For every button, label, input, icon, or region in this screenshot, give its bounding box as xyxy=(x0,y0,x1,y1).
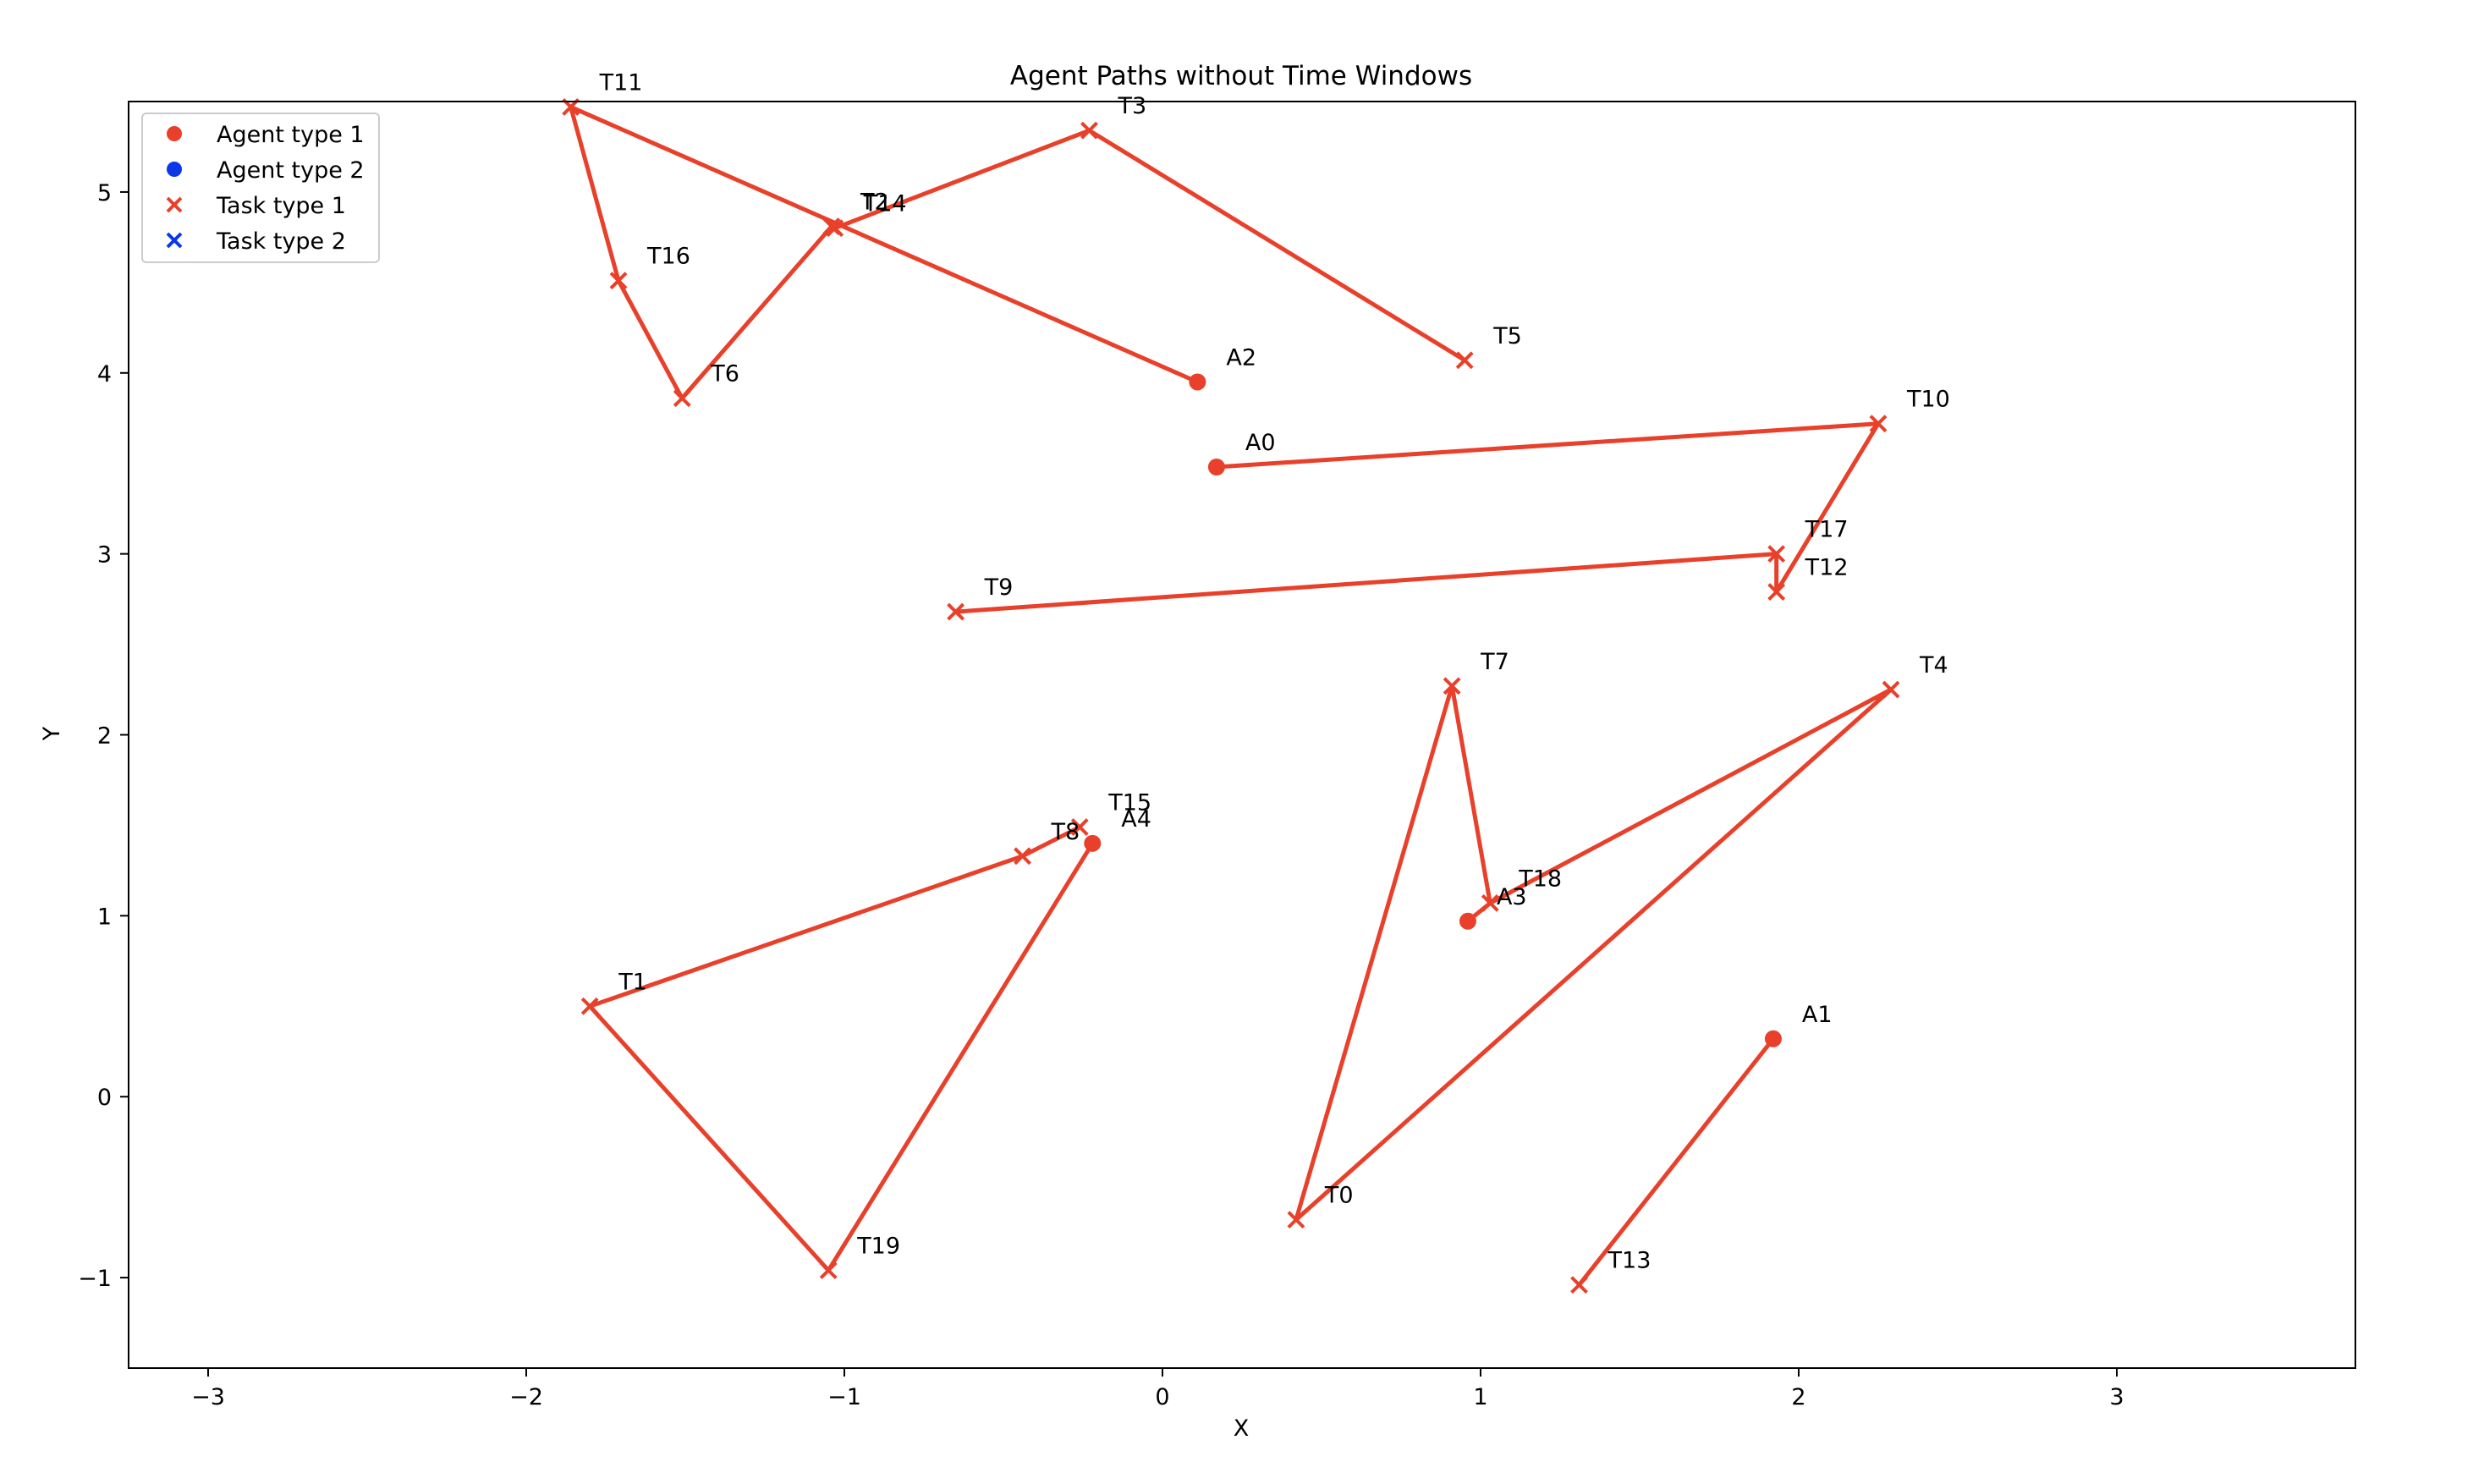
agent-marker-a0 xyxy=(1207,458,1225,475)
task-label-t13: T13 xyxy=(1607,1248,1651,1274)
x-axis-label: X xyxy=(1234,1415,1250,1442)
legend-entry-2: Agent type 2 xyxy=(217,157,365,184)
task-marker-t5 xyxy=(1455,351,1474,370)
legend-frame xyxy=(141,113,380,263)
y-tick-label: 1 xyxy=(97,904,112,930)
x-tick-label: −3 xyxy=(191,1384,225,1410)
task-label-t3: T3 xyxy=(1118,93,1147,119)
chart-title: Agent Paths without Time Windows xyxy=(1010,61,1472,91)
task-marker-t13 xyxy=(1570,1276,1588,1294)
task-marker-t18 xyxy=(1481,893,1499,912)
task-label-t5: T5 xyxy=(1492,323,1522,349)
task-marker-t3 xyxy=(1080,121,1098,140)
task-marker-t17 xyxy=(1767,545,1786,563)
agent-marker-a3 xyxy=(1459,912,1476,930)
legend-marker-4 xyxy=(166,232,183,249)
task-marker-t6 xyxy=(673,389,691,408)
legend-marker-3 xyxy=(166,196,183,213)
task-label-t12: T12 xyxy=(1805,555,1849,581)
task-marker-t19 xyxy=(819,1261,838,1279)
axes-layer: −3 −2 −1 0 1 2 3 −1 0 1 2 3 4 5 xyxy=(78,101,2356,1410)
x-tick-label: −2 xyxy=(509,1384,543,1410)
task-marker-t1 xyxy=(580,997,599,1015)
task-label-t7: T7 xyxy=(1480,649,1509,675)
legend-marker-1 xyxy=(167,126,182,141)
task-marker-t15 xyxy=(1070,818,1089,836)
markers-layer xyxy=(562,98,1900,1294)
legend-entry-4: Task type 2 xyxy=(216,228,346,255)
agent-marker-a4 xyxy=(1084,834,1102,852)
task-label-t6: T6 xyxy=(710,361,739,387)
agent-label-a2: A2 xyxy=(1226,344,1256,371)
plot-background xyxy=(129,102,2355,1368)
labels-layer: T0 T1 T2 T3 T4 T5 T6 T7 T8 T9 T10 T11 T12 T13 T14 T15 T1… xyxy=(599,69,1950,1273)
y-tick-label: 0 xyxy=(97,1085,112,1111)
legend: Agent type 1 Agent type 2 Task type 1 Task … xyxy=(141,113,380,263)
y-tick-label: 5 xyxy=(97,180,112,206)
path-a2 xyxy=(569,104,1466,401)
task-label-t15: T15 xyxy=(1107,790,1151,816)
agent-label-a3: A3 xyxy=(1497,884,1527,910)
task-label-t16: T16 xyxy=(646,244,690,270)
task-label-t9: T9 xyxy=(984,574,1014,601)
agent-marker-a2 xyxy=(1189,373,1206,391)
task-marker-t10 xyxy=(1869,415,1888,433)
x-tick-label: 1 xyxy=(1473,1384,1487,1410)
legend-marker-2 xyxy=(167,162,182,177)
task-label-t18: T18 xyxy=(1518,866,1562,892)
y-tick-label: −1 xyxy=(78,1266,112,1292)
task-marker-t16 xyxy=(609,272,628,290)
y-tick-label: 4 xyxy=(97,361,112,387)
legend-entry-3: Task type 1 xyxy=(216,193,346,219)
task-label-t14: T14 xyxy=(863,191,907,217)
task-marker-t12 xyxy=(1767,583,1786,601)
task-label-t10: T10 xyxy=(1906,387,1950,413)
task-label-t2: T2 xyxy=(860,190,889,216)
x-tick-label: −1 xyxy=(827,1384,861,1410)
y-tick-label: 3 xyxy=(97,542,112,569)
agent-label-a4: A4 xyxy=(1121,806,1151,833)
task-label-t1: T1 xyxy=(618,969,647,995)
plot-area xyxy=(129,102,2355,1368)
y-axis-label: Y xyxy=(39,726,65,741)
task-label-t11: T11 xyxy=(599,69,643,96)
agent-label-a0: A0 xyxy=(1245,430,1276,456)
task-marker-t14 xyxy=(826,219,844,238)
task-marker-t9 xyxy=(947,602,965,621)
task-label-t19: T19 xyxy=(856,1234,900,1260)
x-tick-label: 0 xyxy=(1155,1384,1169,1410)
agent-label-a1: A1 xyxy=(1802,1002,1833,1028)
y-tick-label: 2 xyxy=(97,723,112,750)
task-label-t8: T8 xyxy=(1051,819,1080,845)
x-tick-label: 2 xyxy=(1791,1384,1805,1410)
task-label-t4: T4 xyxy=(1919,652,1948,679)
legend-entry-1: Agent type 1 xyxy=(217,122,365,148)
task-marker-t0 xyxy=(1287,1211,1305,1229)
task-label-t17: T17 xyxy=(1805,517,1849,543)
task-marker-t4 xyxy=(1882,680,1900,699)
x-tick-label: 3 xyxy=(2109,1384,2124,1410)
task-marker-t8 xyxy=(1014,847,1031,866)
task-label-t0: T0 xyxy=(1324,1183,1354,1209)
agent-marker-a1 xyxy=(1764,1030,1782,1047)
task-marker-t7 xyxy=(1443,677,1461,695)
path-a1 xyxy=(1577,1037,1775,1287)
